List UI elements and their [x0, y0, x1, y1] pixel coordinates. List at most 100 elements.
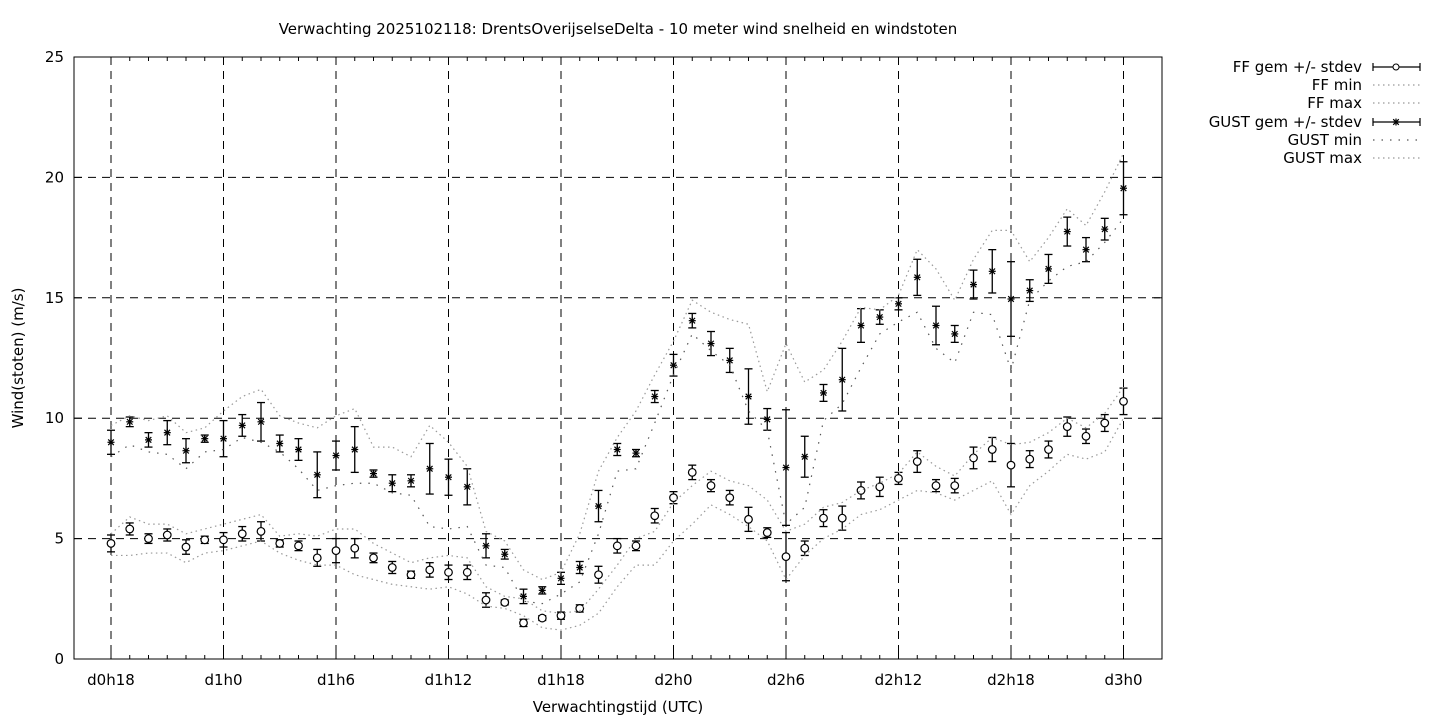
data-point-asterisk	[670, 361, 677, 369]
grid	[74, 57, 1162, 659]
legend-sample-asterisk	[1392, 118, 1400, 126]
data-point-asterisk	[632, 449, 640, 457]
data-point-asterisk	[651, 393, 658, 400]
data-point-circle	[931, 481, 941, 491]
data-point-circle	[500, 598, 510, 607]
data-point-circle	[294, 541, 303, 551]
data-point-asterisk	[782, 464, 790, 471]
data-point-circle	[1100, 418, 1110, 428]
data-point-asterisk	[576, 564, 583, 571]
legend-label: GUST min	[1288, 131, 1362, 149]
data-point-asterisk	[126, 418, 133, 426]
data-point-asterisk	[914, 274, 921, 281]
data-point-asterisk	[407, 477, 415, 485]
x-tick-label: d1h0	[204, 671, 242, 689]
data-point-asterisk	[1045, 265, 1052, 273]
legend-label: GUST gem +/- stdev	[1209, 113, 1362, 131]
data-point-circle	[669, 493, 678, 503]
data-point-circle	[819, 513, 828, 523]
data-point-circle	[181, 542, 191, 552]
data-point-circle	[1006, 460, 1016, 470]
data-point-circle	[162, 530, 172, 540]
series-ff-gem-stdev	[106, 387, 1128, 628]
data-point-circle	[425, 565, 435, 575]
data-point-circle	[969, 453, 978, 463]
plot-frame	[73, 56, 1163, 660]
data-point-asterisk	[745, 393, 752, 400]
legend-label: GUST max	[1283, 149, 1362, 167]
y-tick-label: 0	[54, 650, 64, 668]
data-point-asterisk	[989, 268, 996, 275]
data-point-asterisk	[107, 439, 115, 446]
x-tick-label: d2h6	[767, 671, 805, 689]
data-point-asterisk	[276, 440, 283, 447]
data-point-asterisk	[1026, 287, 1033, 294]
data-point-circle	[1044, 445, 1053, 454]
data-point-asterisk	[801, 453, 808, 460]
data-point-asterisk	[764, 416, 771, 423]
y-tick-label: 25	[45, 48, 64, 66]
data-point-asterisk	[520, 593, 527, 600]
y-tick-label: 20	[45, 168, 64, 186]
data-point-asterisk	[820, 389, 827, 397]
data-point-asterisk	[707, 340, 715, 347]
series-ff-min	[111, 417, 1125, 631]
data-point-asterisk	[370, 470, 377, 477]
data-point-circle	[275, 539, 285, 548]
data-point-circle	[631, 541, 641, 551]
data-point-circle	[950, 481, 960, 491]
data-point-circle	[837, 513, 847, 523]
y-tick-label: 10	[45, 409, 64, 427]
data-point-circle	[387, 563, 397, 572]
data-point-circle	[987, 445, 997, 454]
data-point-asterisk	[1064, 228, 1071, 235]
series-line-gust-max	[110, 153, 1125, 581]
data-point-circle	[125, 524, 135, 534]
data-point-asterisk	[932, 322, 940, 329]
y-tick-label: 5	[54, 530, 64, 548]
x-tick-label: d2h18	[987, 671, 1035, 689]
data-point-asterisk	[145, 436, 152, 444]
data-point-asterisk	[876, 313, 883, 321]
data-point-circle	[781, 552, 791, 562]
x-tick-label: d1h6	[317, 671, 355, 689]
data-point-asterisk	[426, 465, 433, 472]
chart-title: Verwachting 2025102118: DrentsOverijsels…	[279, 20, 958, 38]
data-point-circle	[1119, 396, 1128, 406]
legend-label: FF gem +/- stdev	[1233, 58, 1362, 76]
data-point-circle	[312, 553, 322, 563]
data-point-circle	[350, 543, 360, 553]
legend-label: FF max	[1307, 94, 1362, 112]
series-line-ff-max	[110, 386, 1124, 614]
data-point-asterisk	[726, 357, 733, 364]
legend-label: FF min	[1312, 76, 1362, 94]
data-point-circle	[687, 467, 697, 477]
data-point-circle	[856, 486, 866, 495]
data-point-circle	[706, 481, 716, 491]
data-point-asterisk	[239, 422, 246, 429]
data-point-circle	[800, 543, 810, 553]
data-point-circle	[594, 570, 603, 580]
data-point-asterisk	[951, 330, 958, 338]
data-point-circle	[219, 535, 228, 545]
data-point-asterisk	[895, 300, 902, 308]
data-point-circle	[481, 595, 491, 605]
data-point-circle	[200, 535, 210, 545]
data-point-circle	[744, 514, 753, 524]
data-point-asterisk	[314, 471, 321, 479]
data-point-asterisk	[201, 435, 208, 442]
data-point-circle	[444, 567, 453, 577]
data-point-asterisk	[539, 587, 546, 594]
data-point-asterisk	[351, 446, 358, 453]
data-point-asterisk	[164, 429, 171, 436]
x-tick-label: d1h12	[425, 671, 473, 689]
data-point-circle	[1062, 422, 1072, 432]
data-point-circle	[537, 613, 547, 623]
data-point-asterisk	[182, 447, 190, 454]
data-point-asterisk	[257, 418, 265, 426]
data-point-circle	[912, 457, 922, 466]
series-ff-max	[110, 386, 1124, 614]
data-point-circle	[462, 567, 472, 577]
